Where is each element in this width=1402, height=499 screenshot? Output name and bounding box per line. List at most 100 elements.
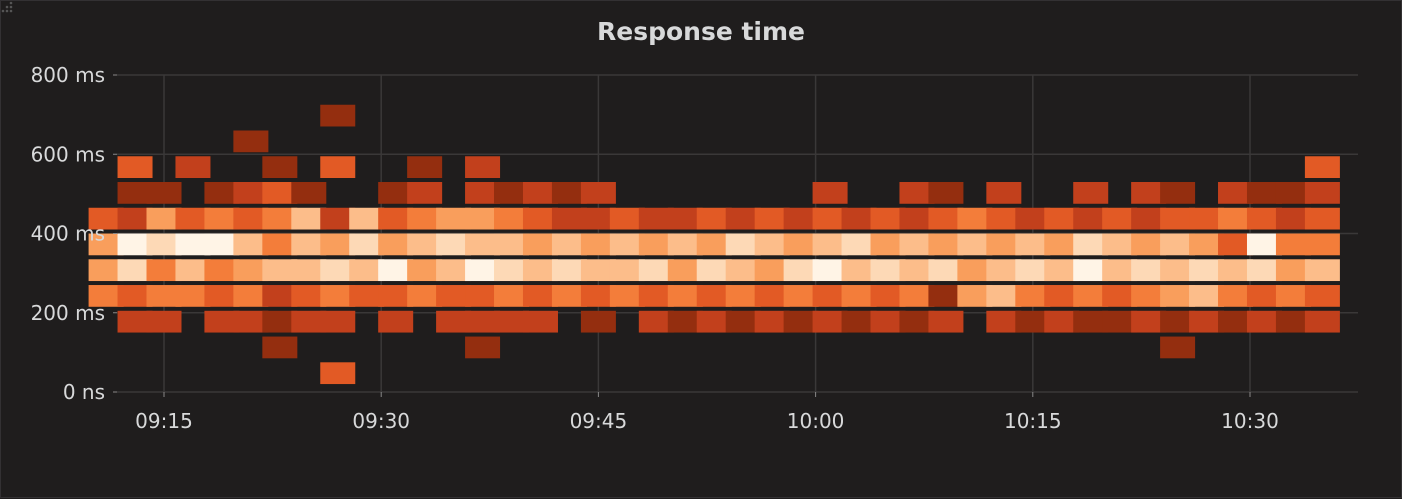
heatmap-cell[interactable] xyxy=(986,259,1022,282)
heatmap-cell[interactable] xyxy=(1246,285,1282,307)
heatmap-cell[interactable] xyxy=(465,310,501,333)
heatmap-cell[interactable] xyxy=(407,207,443,230)
heatmap-cell[interactable] xyxy=(696,207,732,230)
heatmap-cell[interactable] xyxy=(407,285,443,307)
heatmap-cell[interactable] xyxy=(465,285,501,307)
heatmap-cell[interactable] xyxy=(725,207,761,230)
heatmap-cell[interactable] xyxy=(233,259,269,282)
heatmap-cell[interactable] xyxy=(1160,207,1196,230)
heatmap-cell[interactable] xyxy=(551,182,587,204)
heatmap-cell[interactable] xyxy=(1160,285,1196,307)
heatmap-cell[interactable] xyxy=(812,182,848,204)
heatmap-cell[interactable] xyxy=(262,310,298,333)
heatmap-cell[interactable] xyxy=(928,233,964,256)
heatmap-cell[interactable] xyxy=(899,182,935,204)
heatmap-cell[interactable] xyxy=(320,207,356,230)
heatmap-cell[interactable] xyxy=(117,285,153,307)
heatmap-cell[interactable] xyxy=(841,233,877,256)
heatmap-cell[interactable] xyxy=(783,259,819,282)
heatmap-cell[interactable] xyxy=(1044,310,1080,333)
heatmap-cell[interactable] xyxy=(1275,182,1311,204)
heatmap-cell[interactable] xyxy=(204,285,240,307)
heatmap-cell[interactable] xyxy=(1189,207,1225,230)
heatmap-cell[interactable] xyxy=(117,207,153,230)
heatmap-cell[interactable] xyxy=(1102,285,1138,307)
heatmap-cell[interactable] xyxy=(1073,310,1109,333)
heatmap-cell[interactable] xyxy=(1218,285,1254,307)
heatmap-cell[interactable] xyxy=(870,233,906,256)
heatmap-cell[interactable] xyxy=(349,207,385,230)
heatmap-cell[interactable] xyxy=(551,285,587,307)
heatmap-cell[interactable] xyxy=(957,259,993,282)
heatmap-cell[interactable] xyxy=(407,259,443,282)
heatmap-cell[interactable] xyxy=(783,310,819,333)
heatmap-cell[interactable] xyxy=(175,285,211,307)
heatmap-cell[interactable] xyxy=(465,207,501,230)
heatmap-cell[interactable] xyxy=(436,233,472,256)
heatmap-cell[interactable] xyxy=(291,285,327,307)
heatmap-cell[interactable] xyxy=(725,285,761,307)
heatmap-cell[interactable] xyxy=(320,104,356,127)
heatmap-cell[interactable] xyxy=(754,259,790,282)
heatmap-cell[interactable] xyxy=(378,285,414,307)
heatmap-cell[interactable] xyxy=(1102,259,1138,282)
heatmap-cell[interactable] xyxy=(320,285,356,307)
heatmap-cell[interactable] xyxy=(580,259,616,282)
heatmap-cell[interactable] xyxy=(233,233,269,256)
resize-handle-icon[interactable] xyxy=(1,1,13,13)
heatmap-cell[interactable] xyxy=(928,207,964,230)
heatmap-cell[interactable] xyxy=(494,207,530,230)
heatmap-cell[interactable] xyxy=(1218,233,1254,256)
heatmap-cell[interactable] xyxy=(1073,182,1109,204)
heatmap-cell[interactable] xyxy=(349,259,385,282)
heatmap-cell[interactable] xyxy=(1275,310,1311,333)
heatmap-cell[interactable] xyxy=(1015,233,1051,256)
heatmap-cell[interactable] xyxy=(320,259,356,282)
heatmap-cell[interactable] xyxy=(899,310,935,333)
heatmap-cell[interactable] xyxy=(1246,310,1282,333)
heatmap-cell[interactable] xyxy=(407,233,443,256)
heatmap-cell[interactable] xyxy=(754,310,790,333)
heatmap-cell[interactable] xyxy=(436,310,472,333)
heatmap-cell[interactable] xyxy=(1304,310,1340,333)
heatmap-cell[interactable] xyxy=(465,182,501,204)
heatmap-cell[interactable] xyxy=(667,285,703,307)
heatmap-cell[interactable] xyxy=(88,259,124,282)
heatmap-cell[interactable] xyxy=(378,182,414,204)
heatmap-cell[interactable] xyxy=(725,310,761,333)
heatmap-cell[interactable] xyxy=(88,233,124,256)
heatmap-cell[interactable] xyxy=(870,207,906,230)
heatmap-cell[interactable] xyxy=(1160,259,1196,282)
heatmap-cell[interactable] xyxy=(1189,285,1225,307)
heatmap-cell[interactable] xyxy=(1015,207,1051,230)
heatmap-cell[interactable] xyxy=(522,285,558,307)
heatmap-cell[interactable] xyxy=(667,259,703,282)
heatmap-cell[interactable] xyxy=(88,285,124,307)
heatmap-cell[interactable] xyxy=(609,259,645,282)
heatmap-cell[interactable] xyxy=(1073,207,1109,230)
heatmap-cell[interactable] xyxy=(1275,285,1311,307)
heatmap-cell[interactable] xyxy=(291,233,327,256)
heatmap-cell[interactable] xyxy=(465,259,501,282)
heatmap-cell[interactable] xyxy=(233,207,269,230)
heatmap-cell[interactable] xyxy=(378,259,414,282)
heatmap-cell[interactable] xyxy=(349,285,385,307)
heatmap-cell[interactable] xyxy=(320,362,356,385)
heatmap-cell[interactable] xyxy=(696,233,732,256)
heatmap-cell[interactable] xyxy=(1073,233,1109,256)
heatmap-cell[interactable] xyxy=(204,259,240,282)
heatmap-cell[interactable] xyxy=(1131,207,1167,230)
heatmap-cell[interactable] xyxy=(378,233,414,256)
heatmap-cell[interactable] xyxy=(783,233,819,256)
heatmap-cell[interactable] xyxy=(1160,336,1196,359)
heatmap-cell[interactable] xyxy=(870,310,906,333)
heatmap-cell[interactable] xyxy=(1015,310,1051,333)
heatmap-cell[interactable] xyxy=(696,259,732,282)
heatmap-cell[interactable] xyxy=(1218,259,1254,282)
heatmap-cell[interactable] xyxy=(1304,259,1340,282)
heatmap-cell[interactable] xyxy=(928,310,964,333)
heatmap-cell[interactable] xyxy=(262,233,298,256)
heatmap-cell[interactable] xyxy=(667,233,703,256)
heatmap-cell[interactable] xyxy=(291,310,327,333)
heatmap-cell[interactable] xyxy=(1160,310,1196,333)
